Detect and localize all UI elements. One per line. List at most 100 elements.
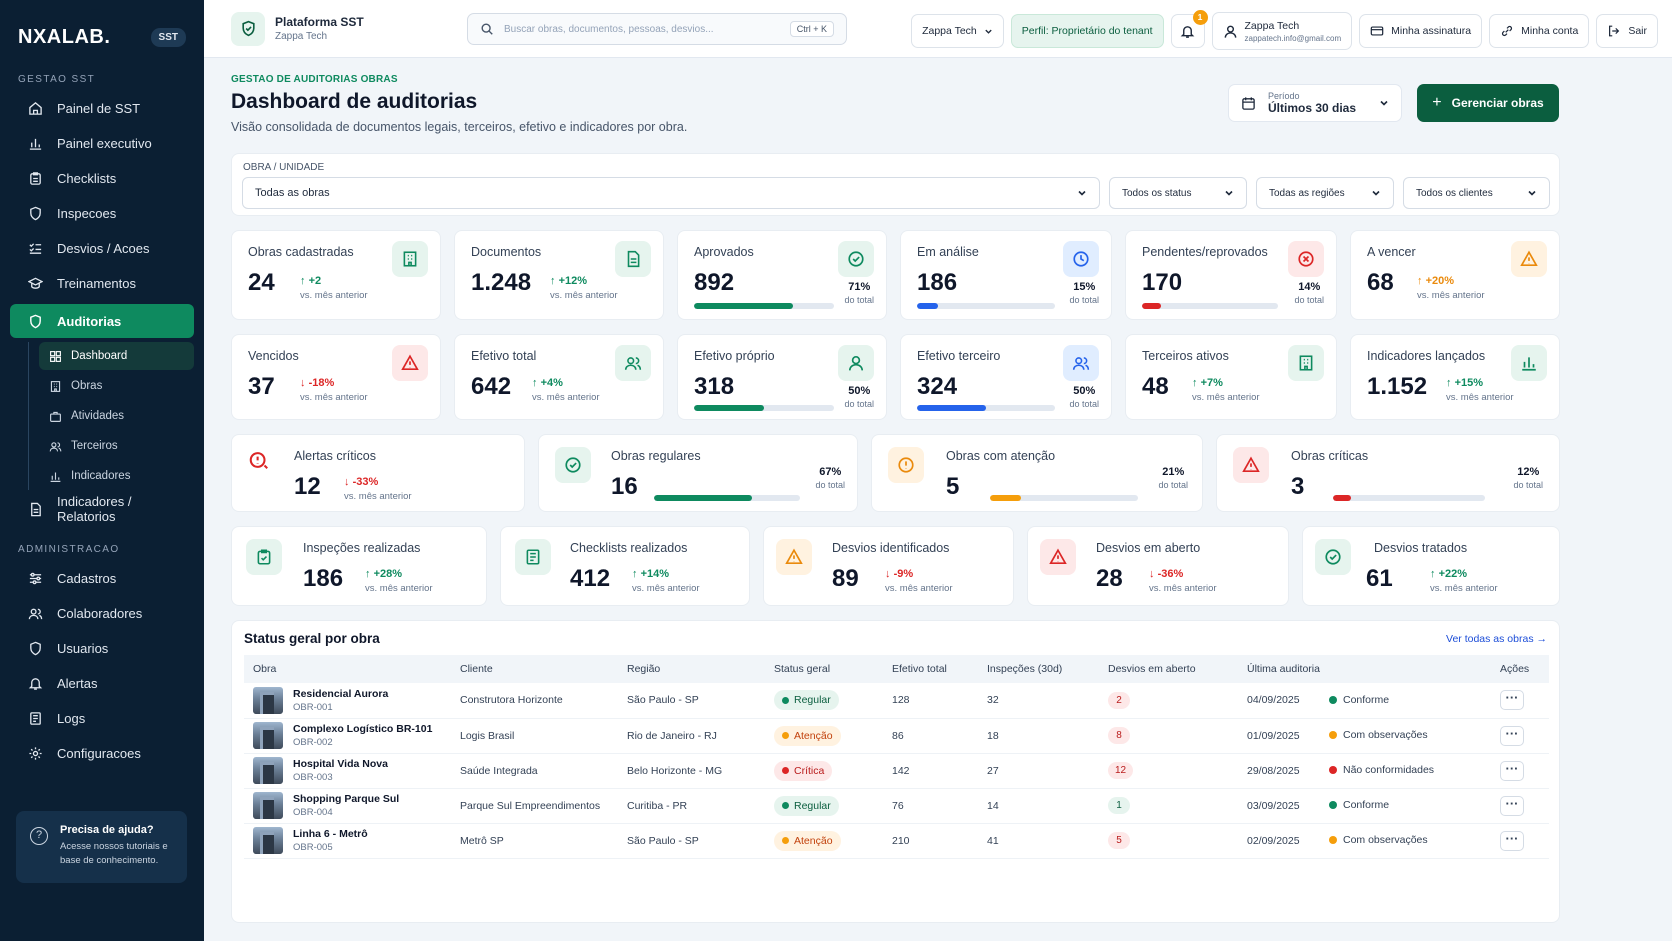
card-a-vencer[interactable]: A vencer 68 ↑ +20% vs. mês anterior bbox=[1350, 230, 1560, 320]
card-inspecoes-realizadas[interactable]: Inspeções realizadas 186 ↑ +28% vs. mês … bbox=[231, 526, 487, 606]
card-checklists-realizados[interactable]: Checklists realizados 412 ↑ +14% vs. mês… bbox=[500, 526, 750, 606]
sidebar-item-colaboradores[interactable]: Colaboradores bbox=[10, 596, 194, 630]
card-desvios-aberto[interactable]: Desvios em aberto 28 ↓ -36% vs. mês ante… bbox=[1027, 526, 1289, 606]
chevron-down-icon bbox=[1528, 190, 1536, 196]
card-documentos[interactable]: Documentos 1.248 ↑ +12% vs. mês anterior bbox=[454, 230, 664, 320]
column-header[interactable]: Status geral bbox=[774, 663, 831, 675]
card-obras-atencao[interactable]: Obras com atenção 5 21% do total bbox=[871, 434, 1203, 512]
table-row[interactable]: Linha 6 - Metrô OBR-005 Metrô SP São Paul… bbox=[244, 823, 1549, 859]
card-obras-cadastradas[interactable]: Obras cadastradas 24 ↑ +2 vs. mês anteri… bbox=[231, 230, 441, 320]
sidebar-item-treinamentos[interactable]: Treinamentos bbox=[10, 266, 194, 300]
obra-name[interactable]: Linha 6 - Metrô bbox=[293, 828, 368, 840]
card-terceiros-ativos[interactable]: Terceiros ativos 48 ↑ +7% vs. mês anteri… bbox=[1125, 334, 1337, 420]
sidebar-item-painel-sst[interactable]: Painel de SST bbox=[10, 91, 194, 125]
card-obras-criticas[interactable]: Obras críticas 3 12% do total bbox=[1216, 434, 1560, 512]
sidebar-item-alertas[interactable]: Alertas bbox=[10, 666, 194, 700]
column-header[interactable]: Cliente bbox=[460, 663, 493, 675]
card-percent-caption: do total bbox=[1158, 480, 1188, 490]
search-input[interactable]: Buscar obras, documentos, pessoas, desvi… bbox=[467, 13, 847, 45]
card-vencidos[interactable]: Vencidos 37 ↓ -18% vs. mês anterior bbox=[231, 334, 441, 420]
status-select[interactable]: Todos os status bbox=[1109, 177, 1247, 209]
sidebar-item-checklists[interactable]: Checklists bbox=[10, 161, 194, 195]
card-compare: vs. mês anterior bbox=[550, 290, 618, 301]
card-efetivo-terceiro[interactable]: Efetivo terceiro 324 50% do total bbox=[900, 334, 1112, 420]
column-header[interactable]: Obra bbox=[253, 663, 277, 675]
row-actions-button[interactable]: ··· bbox=[1500, 760, 1524, 781]
sidebar-item-logs[interactable]: Logs bbox=[10, 701, 194, 735]
region-select[interactable]: Todas as regiões bbox=[1256, 177, 1394, 209]
sidebar-subitem-obras[interactable]: Obras bbox=[39, 372, 194, 400]
column-header[interactable]: Desvios em aberto bbox=[1108, 663, 1196, 675]
manage-obras-button[interactable]: + Gerenciar obras bbox=[1417, 84, 1559, 122]
sidebar-item-inspecoes[interactable]: Inspecoes bbox=[10, 196, 194, 230]
card-alertas-criticos[interactable]: Alertas críticos 12 ↓ -33% vs. mês anter… bbox=[231, 434, 525, 512]
building-icon bbox=[1288, 345, 1324, 381]
logout-button[interactable]: Sair bbox=[1596, 14, 1658, 48]
card-pendentes[interactable]: Pendentes/reprovados 170 14% do total bbox=[1125, 230, 1337, 320]
obra-name[interactable]: Complexo Logístico BR-101 bbox=[293, 723, 433, 735]
card-delta: ↓ -33% bbox=[344, 476, 379, 488]
alert-triangle-icon bbox=[1040, 539, 1076, 575]
period-select[interactable]: Período Últimos 30 dias bbox=[1228, 84, 1402, 122]
card-indicadores-lancados[interactable]: Indicadores lançados 1.152 ↑ +15% vs. mê… bbox=[1350, 334, 1560, 420]
result-label: Com observações bbox=[1343, 729, 1428, 741]
account-label: Minha conta bbox=[1521, 25, 1579, 37]
obra-name[interactable]: Hospital Vida Nova bbox=[293, 758, 388, 770]
card-percent-caption: do total bbox=[844, 295, 874, 305]
column-header[interactable]: Última auditoria bbox=[1247, 663, 1320, 675]
card-aprovados[interactable]: Aprovados 892 71% do total bbox=[677, 230, 887, 320]
sidebar-item-configuracoes[interactable]: Configuracoes bbox=[10, 736, 194, 770]
sliders-icon bbox=[29, 572, 42, 584]
shield-check-icon bbox=[231, 11, 265, 46]
column-header[interactable]: Região bbox=[627, 663, 661, 675]
sidebar-item-desvios[interactable]: Desvios / Acoes bbox=[10, 231, 194, 265]
obra-name[interactable]: Residencial Aurora bbox=[293, 687, 389, 700]
auditoria-date: 02/09/2025 bbox=[1238, 823, 1320, 859]
card-obras-regulares[interactable]: Obras regulares 16 67% do total bbox=[538, 434, 858, 512]
help-box[interactable]: ? Precisa de ajuda? Acesse nossos tutori… bbox=[16, 811, 187, 883]
sidebar-subitem-dashboard[interactable]: Dashboard bbox=[39, 342, 194, 370]
view-all-obras-link[interactable]: Ver todas as obras → bbox=[1446, 633, 1547, 645]
sidebar-subitem-terceiros[interactable]: Terceiros bbox=[39, 432, 194, 460]
progress-fill bbox=[1333, 495, 1352, 501]
sidebar-subitem-atividades[interactable]: Atividades bbox=[39, 402, 194, 430]
sidebar-subitem-indicadores[interactable]: Indicadores bbox=[39, 462, 194, 490]
column-header[interactable]: Efetivo total bbox=[892, 663, 947, 675]
sidebar-item-label: Colaboradores bbox=[57, 605, 143, 621]
row-actions-button[interactable]: ··· bbox=[1500, 725, 1524, 746]
account-button[interactable]: Minha conta bbox=[1489, 14, 1590, 48]
notifications-button[interactable]: 1 bbox=[1170, 10, 1208, 48]
sidebar-item-cadastros[interactable]: Cadastros bbox=[10, 561, 194, 595]
status-badge: Regular bbox=[774, 795, 839, 816]
row-actions-button[interactable]: ··· bbox=[1500, 690, 1524, 711]
card-label: Terceiros ativos bbox=[1142, 349, 1229, 363]
card-desvios-identificados[interactable]: Desvios identificados 89 ↓ -9% vs. mês a… bbox=[763, 526, 1014, 606]
table-row[interactable]: Residencial Aurora OBR-001 Construtora Ho… bbox=[244, 683, 1549, 719]
row-actions-button[interactable]: ··· bbox=[1500, 795, 1524, 816]
card-efetivo-total[interactable]: Efetivo total 642 ↑ +4% vs. mês anterior bbox=[454, 334, 664, 420]
column-header[interactable]: Inspeções (30d) bbox=[987, 663, 1063, 675]
card-efetivo-proprio[interactable]: Efetivo próprio 318 50% do total bbox=[677, 334, 887, 420]
sidebar-item-auditorias[interactable]: Auditorias bbox=[10, 304, 194, 338]
card-value: 318 bbox=[694, 373, 735, 400]
tenant-select[interactable]: Zappa Tech bbox=[911, 14, 1004, 48]
client-select[interactable]: Todos os clientes bbox=[1403, 177, 1550, 209]
table-row[interactable]: Shopping Parque Sul OBR-004 Parque Sul Em… bbox=[244, 788, 1549, 824]
obra-name[interactable]: Shopping Parque Sul bbox=[293, 793, 400, 805]
help-text: Acesse nossos tutoriais e base de conhec… bbox=[60, 841, 168, 866]
sidebar-item-indicadores-relatorios[interactable]: Indicadores / Relatorios bbox=[10, 492, 194, 526]
sidebar-item-usuarios[interactable]: Usuarios bbox=[10, 631, 194, 665]
user-menu[interactable]: Zappa Tech zappatech.info@gmail.com bbox=[1211, 12, 1353, 50]
card-compare: vs. mês anterior bbox=[885, 583, 953, 594]
profile-badge[interactable]: Perfil: Proprietário do tenant bbox=[1010, 14, 1164, 48]
card-label: Em análise bbox=[917, 245, 979, 259]
table-row[interactable]: Hospital Vida Nova OBR-003 Saúde Integrad… bbox=[244, 753, 1549, 789]
card-em-analise[interactable]: Em análise 186 15% do total bbox=[900, 230, 1112, 320]
table-row[interactable]: Complexo Logístico BR-101 OBR-002 Logis B… bbox=[244, 718, 1549, 754]
card-desvios-tratados[interactable]: Desvios tratados 61 ↑ +22% vs. mês anter… bbox=[1302, 526, 1560, 606]
card-delta: ↑ +20% bbox=[1417, 275, 1455, 287]
obra-select[interactable]: Todas as obras bbox=[242, 177, 1100, 209]
sidebar-item-painel-executivo[interactable]: Painel executivo bbox=[10, 126, 194, 160]
subscription-button[interactable]: Minha assinatura bbox=[1359, 14, 1483, 48]
row-actions-button[interactable]: ··· bbox=[1500, 830, 1524, 851]
